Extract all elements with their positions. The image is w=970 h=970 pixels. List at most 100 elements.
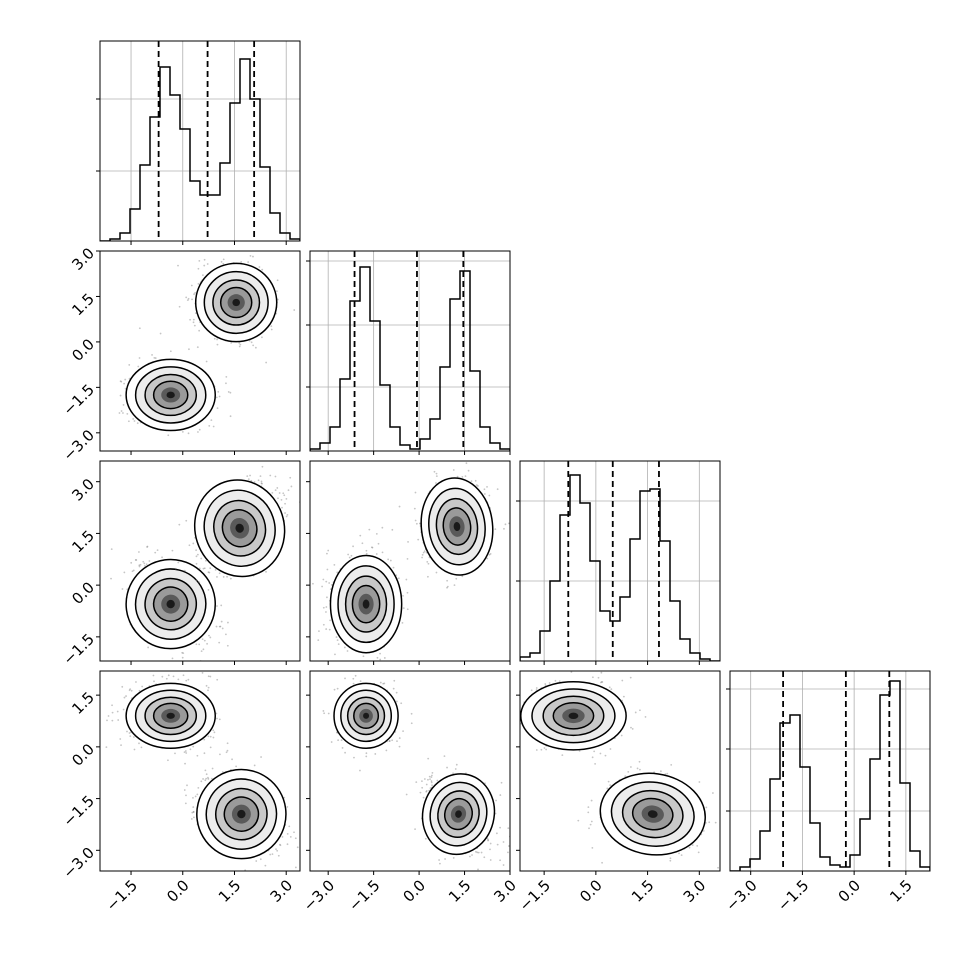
scatter-point — [446, 586, 448, 589]
scatter-point — [198, 643, 201, 646]
scatter-point — [207, 686, 210, 689]
scatter-point — [433, 470, 436, 473]
scatter-point — [198, 428, 201, 431]
scatter-point — [257, 479, 260, 482]
scatter-point — [203, 639, 206, 642]
scatter-point — [206, 642, 208, 645]
scatter-point — [116, 710, 119, 713]
scatter-point — [137, 365, 140, 368]
scatter-point — [212, 425, 215, 428]
scatter-point — [217, 390, 220, 393]
scatter-point — [274, 489, 277, 492]
scatter-point — [181, 651, 184, 654]
scatter-point — [452, 469, 455, 471]
scatter-point — [494, 528, 497, 531]
scatter-point — [212, 736, 215, 739]
scatter-point — [318, 630, 320, 632]
contour-line — [194, 262, 278, 343]
scatter-point — [312, 582, 314, 585]
scatter-point — [111, 704, 113, 707]
scatter-point — [325, 611, 327, 613]
scatter-point — [503, 527, 505, 530]
scatter-point — [142, 560, 145, 563]
scatter-point — [496, 488, 499, 491]
density-cluster — [125, 358, 217, 432]
density-fill — [453, 521, 461, 532]
panel-frame — [99, 40, 301, 242]
scatter-point — [193, 324, 196, 327]
scatter-point — [470, 480, 473, 483]
scatter-point — [206, 263, 209, 265]
scatter-point — [389, 559, 392, 562]
scatter-point — [118, 412, 121, 414]
scatter-point — [252, 344, 255, 347]
scatter-point — [119, 394, 122, 397]
scatter-point — [407, 541, 409, 543]
scatter-point — [167, 759, 169, 762]
scatter-point — [461, 475, 464, 478]
hist-content — [520, 461, 720, 661]
scatter-point — [122, 708, 125, 711]
scatter-point — [124, 378, 127, 381]
scatter-point — [207, 675, 210, 678]
scatter-point — [161, 556, 163, 559]
contour-line — [203, 270, 269, 335]
scatter-point — [269, 474, 272, 477]
scatter-point — [192, 745, 195, 748]
scatter-content — [118, 254, 296, 437]
scatter-point — [132, 736, 135, 738]
hist-panel-1 — [306, 250, 511, 455]
panel-frame — [99, 250, 301, 452]
scatter-point — [177, 264, 179, 267]
scatter-point — [153, 680, 155, 683]
scatter-point — [182, 652, 185, 655]
scatter-point — [197, 431, 199, 433]
scatter-point — [205, 559, 207, 562]
scatter-point — [192, 542, 195, 545]
scatter-point — [276, 487, 279, 489]
panel-frame — [309, 250, 511, 452]
contour-line — [219, 286, 253, 319]
scatter-point — [216, 605, 218, 607]
scatter-point — [475, 484, 478, 486]
scatter-point — [154, 551, 157, 554]
scatter-point — [370, 546, 373, 549]
scatter-point — [322, 606, 325, 609]
scatter-point — [375, 532, 378, 535]
scatter-point — [270, 328, 273, 331]
scatter-point — [201, 638, 204, 641]
scatter-point — [138, 742, 140, 745]
scatter-point — [274, 475, 277, 478]
scatter-point — [260, 482, 263, 485]
scatter-panel-r2-c1 — [306, 460, 511, 665]
scatter-point — [455, 577, 458, 580]
scatter-panel-r2-c0: −1.50.01.53.0 — [60, 460, 301, 669]
scatter-point — [381, 551, 384, 554]
scatter-point — [135, 559, 138, 561]
contour-line — [134, 568, 207, 640]
scatter-point — [185, 519, 188, 522]
scatter-point — [120, 744, 122, 746]
scatter-point — [281, 506, 283, 509]
scatter-point — [167, 434, 170, 437]
scatter-point — [379, 658, 382, 661]
scatter-point — [177, 561, 180, 564]
scatter-point — [189, 318, 192, 321]
scatter-point — [192, 321, 195, 324]
scatter-point — [215, 712, 218, 715]
scatter-point — [453, 584, 456, 587]
scatter-point — [122, 404, 125, 406]
scatter-point — [117, 719, 120, 721]
histogram-step — [310, 266, 510, 451]
scatter-point — [352, 545, 354, 548]
scatter-point — [250, 479, 253, 482]
scatter-point — [229, 415, 232, 418]
scatter-point — [226, 644, 229, 647]
scatter-point — [196, 553, 199, 556]
scatter-point — [486, 485, 488, 488]
scatter-point — [138, 689, 141, 692]
scatter-point — [426, 560, 429, 563]
scatter-point — [210, 419, 213, 421]
scatter-point — [337, 643, 340, 646]
scatter-point — [195, 643, 198, 646]
